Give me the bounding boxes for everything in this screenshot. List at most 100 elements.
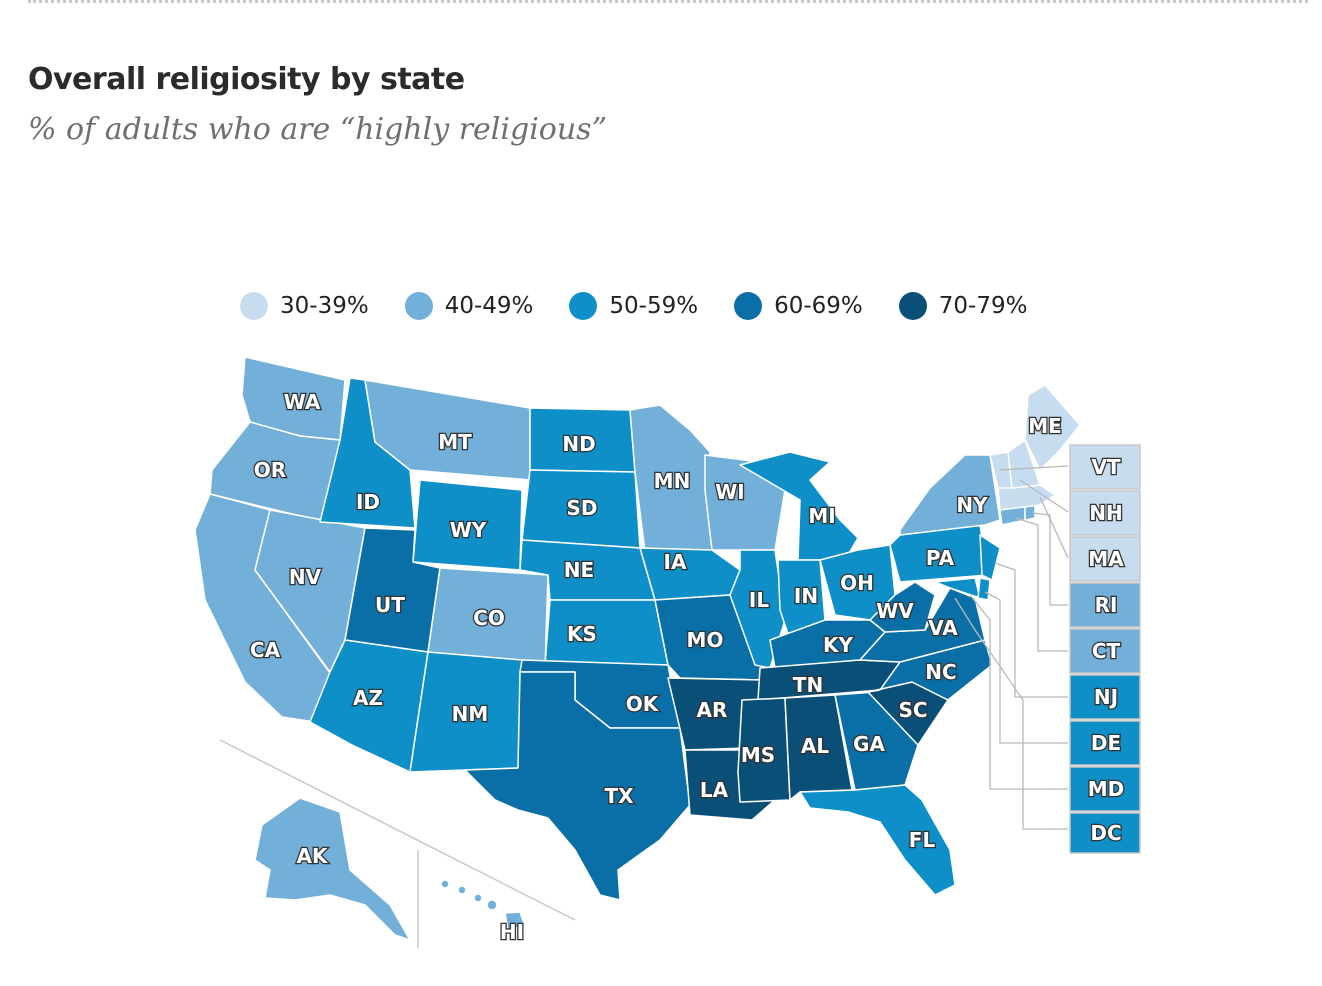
legend-swatch	[404, 292, 433, 320]
legend-item-60-69: 60-69%	[734, 292, 863, 320]
label-dc: DC	[1090, 821, 1121, 845]
label-id: ID	[356, 490, 380, 514]
legend-swatch	[569, 292, 598, 320]
leader-dc	[954, 597, 1068, 830]
label-ut: UT	[375, 593, 405, 617]
state-labels: WA OR CA NV ID MT WY UT CO AZ NM ND SD N…	[249, 389, 1126, 946]
callout-box-ri[interactable]	[1069, 582, 1141, 628]
label-mo: MO	[687, 628, 724, 652]
legend-swatch	[240, 292, 268, 320]
label-mi: MI	[808, 504, 835, 528]
legend-label: 60-69%	[774, 293, 863, 319]
label-nv: NV	[289, 565, 322, 589]
state-wv[interactable]	[869, 581, 936, 633]
hi-island	[457, 885, 467, 895]
alaska-hawaii-divider	[219, 739, 576, 921]
label-ma: MA	[1088, 547, 1124, 571]
leader-vt	[999, 465, 1069, 471]
label-ia: IA	[664, 550, 687, 574]
label-ne: NE	[564, 558, 594, 582]
state-ms[interactable]	[737, 697, 791, 803]
legend-label: 70-79%	[938, 293, 1028, 319]
label-tx: TX	[604, 784, 634, 808]
state-de[interactable]	[977, 577, 991, 601]
label-la: LA	[700, 778, 729, 802]
state-hi[interactable]	[440, 879, 526, 931]
top-dotted-rule	[28, 0, 1308, 3]
callout-box-md[interactable]	[1069, 766, 1141, 812]
label-tn: TN	[793, 673, 823, 697]
label-ks: KS	[567, 622, 597, 646]
leader-ri	[1031, 512, 1068, 606]
label-ok: OK	[626, 692, 660, 716]
leader-nj	[994, 562, 1068, 698]
callout-box-ct[interactable]	[1069, 628, 1141, 674]
label-nh: NH	[1089, 501, 1122, 525]
hi-island	[440, 879, 450, 889]
label-sd: SD	[566, 496, 597, 520]
leader-nh	[1019, 479, 1069, 513]
callout-column	[1069, 444, 1141, 854]
state-me[interactable]	[1024, 384, 1081, 471]
label-wi: WI	[715, 480, 745, 504]
label-in: IN	[794, 584, 818, 608]
label-az: AZ	[353, 686, 383, 710]
label-il: IL	[749, 588, 769, 612]
state-mi[interactable]	[739, 451, 859, 561]
callout-box-ma[interactable]	[1069, 536, 1141, 582]
label-nj: NJ	[1094, 685, 1118, 709]
state-fl[interactable]	[799, 784, 956, 896]
label-co: CO	[473, 606, 505, 630]
callout-box-nj[interactable]	[1069, 674, 1141, 720]
legend-swatch	[734, 292, 763, 320]
label-ny: NY	[956, 493, 988, 517]
callout-box-de[interactable]	[1069, 720, 1141, 766]
state-ks[interactable]	[544, 599, 669, 666]
label-pa: PA	[926, 546, 955, 570]
chart-title: Overall religiosity by state	[28, 62, 465, 97]
legend-label: 50-59%	[609, 293, 699, 319]
callout-box-nh[interactable]	[1069, 490, 1141, 536]
hi-island	[504, 911, 526, 931]
label-sc: SC	[898, 698, 927, 722]
label-fl: FL	[909, 828, 936, 852]
chart-subtitle: % of adults who are “highly religious”	[28, 112, 607, 147]
label-ms: MS	[741, 743, 775, 767]
label-nd: ND	[562, 432, 595, 456]
leader-md	[969, 594, 1068, 790]
label-ky: KY	[823, 633, 853, 657]
legend-label: 30-39%	[280, 293, 369, 319]
label-ct: CT	[1092, 639, 1121, 663]
state-il[interactable]	[729, 549, 786, 669]
label-wy: WY	[450, 518, 487, 542]
label-ri: RI	[1095, 593, 1118, 617]
callout-box-dc[interactable]	[1069, 812, 1141, 854]
state-ny[interactable]	[899, 454, 1001, 536]
callout-box-vt[interactable]	[1069, 444, 1141, 490]
label-wv: WV	[876, 599, 914, 623]
state-nj[interactable]	[979, 534, 1001, 581]
label-or: OR	[254, 458, 286, 482]
label-nc: NC	[925, 660, 956, 684]
state-nh[interactable]	[1007, 439, 1041, 489]
state-mt[interactable]	[364, 379, 531, 481]
leader-de	[984, 591, 1068, 744]
state-tx[interactable]	[464, 671, 691, 901]
state-ia[interactable]	[639, 547, 741, 601]
legend-item-50-59: 50-59%	[569, 292, 698, 320]
label-me: ME	[1028, 414, 1062, 438]
state-ak[interactable]	[254, 797, 411, 941]
legend-item-70-79: 70-79%	[898, 292, 1028, 320]
label-ca: CA	[250, 638, 281, 662]
label-ak: AK	[297, 844, 329, 868]
label-ar: AR	[697, 698, 728, 722]
leader-ma	[1039, 496, 1069, 559]
label-al: AL	[801, 734, 829, 758]
label-mn: MN	[654, 469, 691, 493]
state-va[interactable]	[859, 587, 986, 663]
label-md: MD	[1088, 777, 1125, 801]
label-oh: OH	[840, 571, 874, 595]
hi-island	[486, 899, 498, 911]
legend-item-30-39: 30-39%	[240, 292, 369, 320]
